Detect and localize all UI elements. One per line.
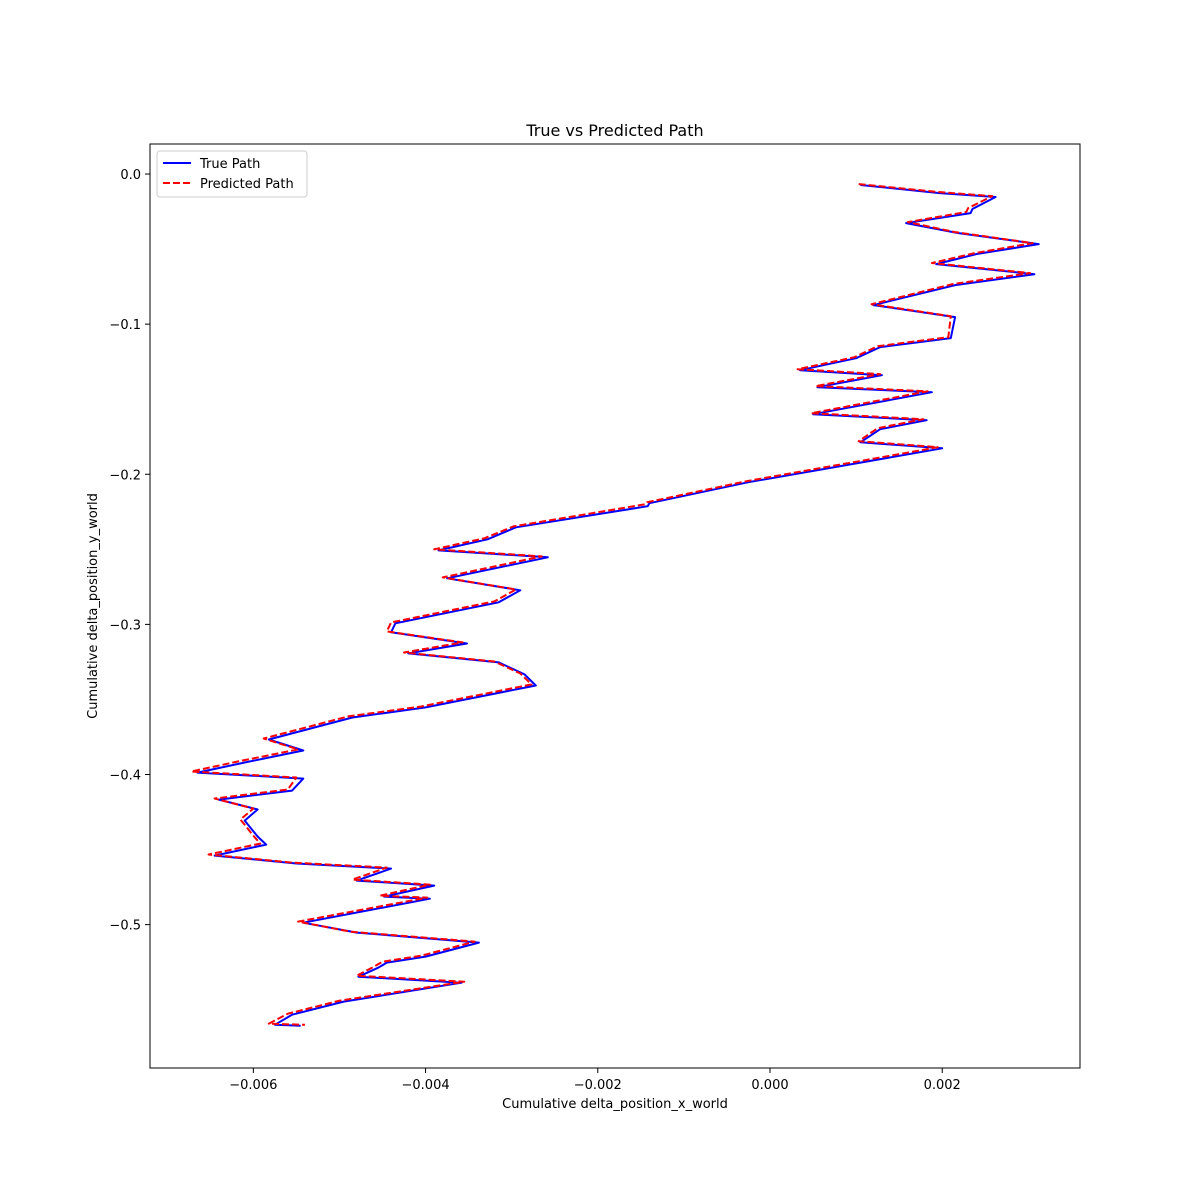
x-axis-ticks: −0.006 −0.004 −0.002 0.000 0.002 [229,1068,961,1093]
x-tick-label: 0.000 [751,1078,788,1093]
series-lines [190,183,1040,1027]
legend-box [156,150,308,198]
x-tick-label: −0.004 [402,1078,450,1093]
y-tick-label: −0.5 [109,919,141,934]
y-tick-label: −0.3 [109,618,141,633]
y-axis-ticks: 0.0 −0.1 −0.2 −0.3 −0.4 −0.5 [109,168,150,934]
x-tick-label: 0.002 [924,1078,961,1093]
legend-label-predicted-path: Predicted Path [200,177,294,192]
y-tick-label: −0.4 [109,769,141,784]
legend-label-true-path: True Path [199,157,260,172]
chart-title: True vs Predicted Path [525,121,703,140]
plot-area-frame [149,143,1081,1069]
series-line-predicted-path [190,183,1034,1026]
y-tick-label: 0.0 [120,168,141,183]
x-axis-label: Cumulative delta_position_x_world [502,1097,728,1112]
x-tick-label: −0.006 [229,1078,277,1093]
legend: True Path Predicted Path [156,150,308,198]
y-tick-label: −0.1 [109,318,141,333]
x-tick-label: −0.002 [574,1078,622,1093]
y-axis-label: Cumulative delta_position_y_world [86,493,101,719]
y-tick-label: −0.2 [109,468,141,483]
